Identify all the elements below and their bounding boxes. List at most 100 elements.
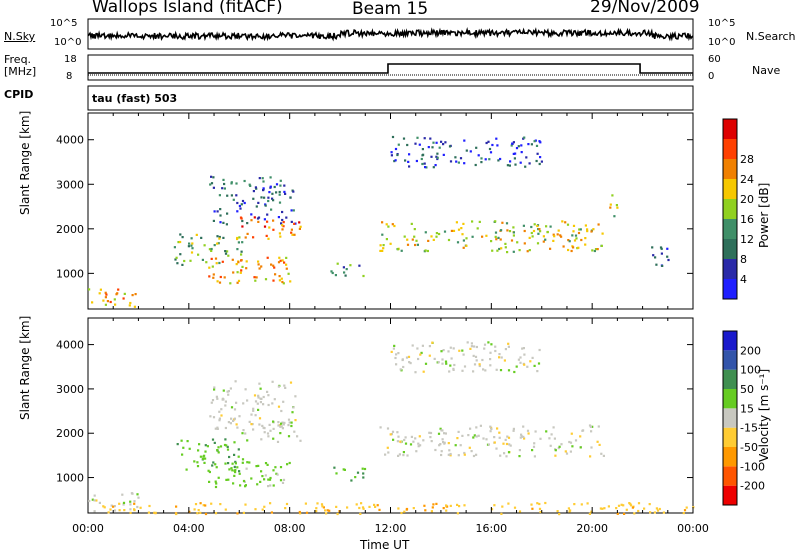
data-cell — [181, 236, 184, 239]
data-cell — [470, 450, 473, 453]
data-cell — [501, 505, 504, 508]
data-cell — [241, 265, 244, 268]
data-cell — [449, 160, 453, 163]
data-cell — [539, 510, 542, 514]
data-cell — [509, 444, 512, 447]
data-cell — [275, 183, 279, 186]
data-cell — [281, 210, 284, 214]
data-cell — [257, 408, 260, 411]
data-cell — [432, 141, 435, 144]
data-cell — [402, 365, 405, 369]
data-cell — [421, 148, 424, 151]
data-cell — [275, 472, 278, 475]
data-cell — [368, 505, 371, 508]
data-cell — [279, 259, 282, 262]
data-cell — [498, 353, 501, 356]
data-cell — [654, 256, 657, 259]
data-cell — [480, 161, 483, 164]
data-cell — [574, 234, 578, 237]
cpid-panel-frame — [87, 85, 694, 111]
data-cell — [136, 493, 139, 496]
velocity-colorbar-tick: 200 — [740, 344, 761, 357]
data-cell — [484, 369, 487, 372]
data-cell — [271, 197, 274, 200]
y-tick-label: 4000 — [56, 339, 84, 352]
data-cell — [402, 454, 405, 457]
data-cell — [512, 152, 515, 155]
data-cell — [218, 417, 221, 420]
data-cell — [222, 236, 225, 239]
data-cell — [277, 424, 280, 427]
data-cell — [267, 485, 270, 488]
data-cell — [397, 352, 400, 355]
data-cell — [512, 427, 515, 430]
data-cell — [219, 503, 222, 506]
data-cell — [262, 189, 265, 192]
data-cell — [280, 277, 283, 280]
data-cell — [190, 251, 194, 254]
data-cell — [362, 476, 365, 479]
data-cell — [225, 478, 228, 481]
data-cell — [510, 239, 514, 242]
velocity-colorbar-label: Velocity [m s⁻¹] — [757, 368, 771, 462]
data-cell — [407, 355, 411, 358]
velocity-colorbar-tick: -200 — [740, 480, 765, 493]
data-cell — [229, 387, 232, 390]
data-cell — [536, 224, 539, 228]
data-cell — [685, 506, 688, 509]
data-cell — [322, 506, 325, 509]
data-cell — [497, 159, 500, 162]
data-cell — [659, 246, 663, 249]
data-cell — [250, 413, 253, 416]
data-cell — [227, 478, 230, 481]
data-cell — [215, 262, 218, 265]
data-cell — [237, 455, 240, 458]
data-cell — [651, 246, 654, 249]
data-cell — [104, 291, 107, 294]
data-cell — [592, 228, 595, 231]
x-tick-label: 00:00 — [72, 522, 104, 535]
data-cell — [442, 153, 445, 156]
data-cell — [571, 445, 574, 448]
data-cell — [421, 162, 424, 166]
data-cell — [216, 449, 219, 452]
data-cell — [508, 230, 512, 233]
data-cell — [230, 194, 233, 197]
data-cell — [212, 186, 215, 189]
data-cell — [252, 190, 255, 193]
data-cell — [402, 137, 406, 140]
data-cell — [262, 187, 265, 190]
data-cell — [241, 241, 244, 244]
data-cell — [269, 476, 272, 480]
data-cell — [129, 500, 132, 503]
data-cell — [431, 146, 434, 149]
data-cell — [224, 404, 227, 407]
data-cell — [244, 484, 247, 487]
data-cell — [475, 345, 478, 349]
data-cell — [122, 503, 125, 506]
data-cell — [281, 421, 284, 424]
data-cell — [572, 246, 575, 249]
data-cell — [281, 228, 284, 231]
data-cell — [437, 361, 440, 364]
data-cell — [210, 502, 213, 505]
data-cell — [526, 250, 529, 253]
data-cell — [495, 447, 498, 450]
data-cell — [281, 481, 285, 484]
data-cell — [202, 504, 205, 507]
data-cell — [425, 166, 428, 169]
data-cell — [350, 479, 353, 482]
power-colorbar-swatch — [723, 199, 737, 219]
data-cell — [210, 257, 213, 260]
data-cell — [148, 504, 151, 508]
data-cell — [495, 368, 498, 371]
data-cell — [661, 264, 664, 267]
data-cell — [292, 190, 295, 193]
data-cell — [98, 501, 101, 504]
data-cell — [198, 443, 201, 446]
data-cell — [438, 146, 441, 149]
power-colorbar-tick: 8 — [740, 253, 747, 266]
velocity-colorbar-swatch — [723, 427, 737, 447]
data-cell — [290, 421, 293, 424]
data-cell — [284, 386, 287, 389]
